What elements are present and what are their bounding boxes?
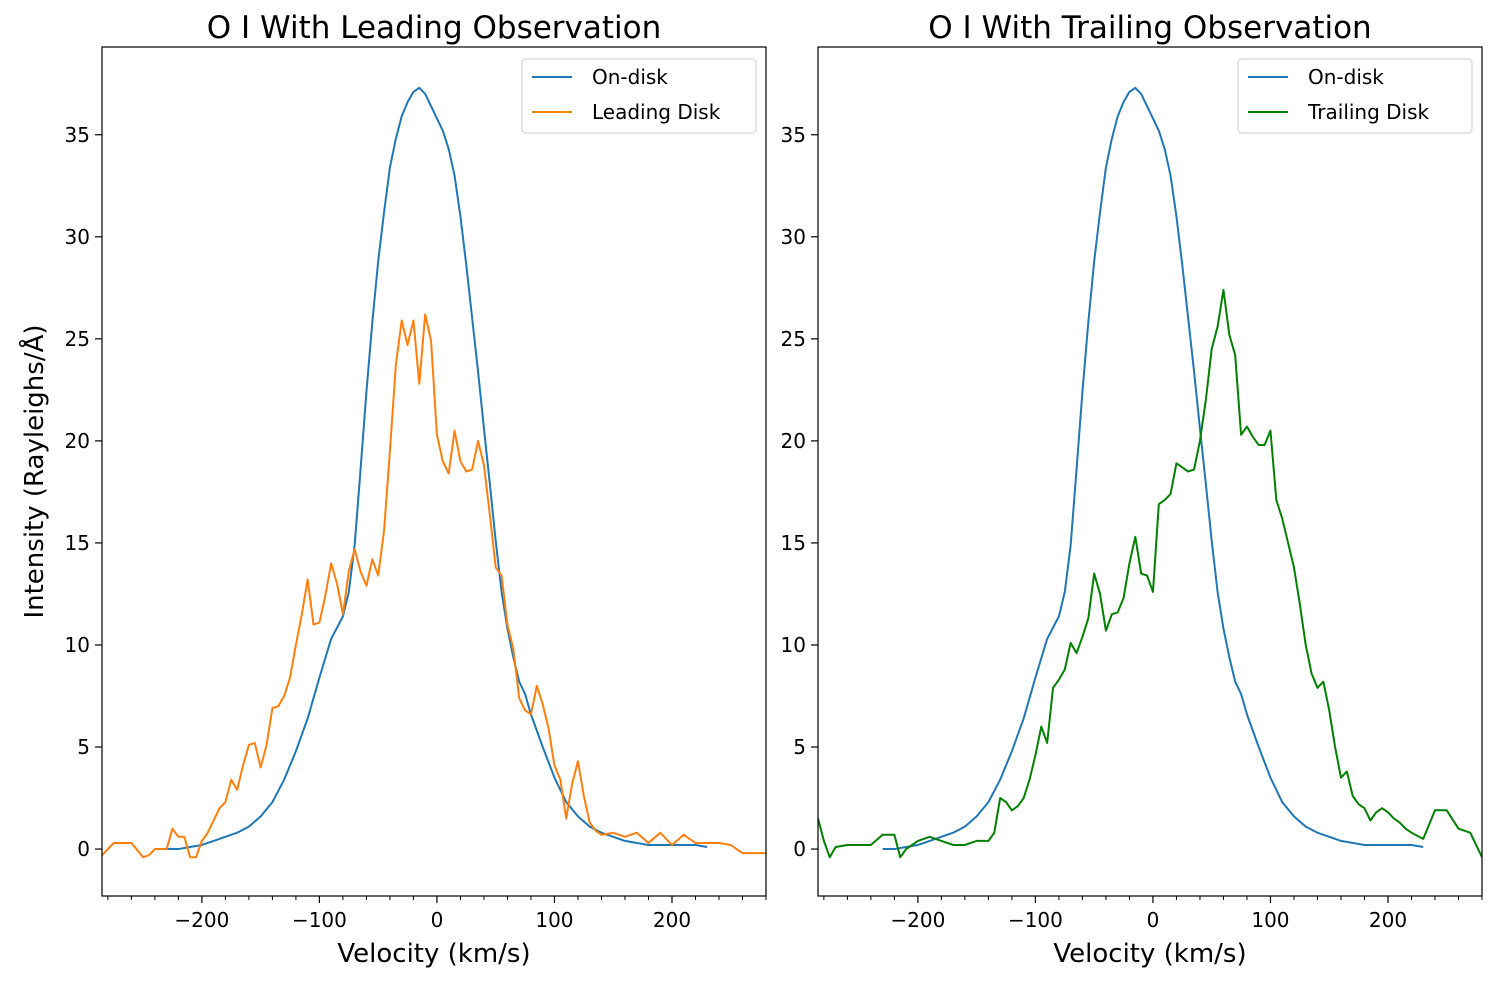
x-tick-label: 0 [431, 908, 444, 932]
x-tick-label: −100 [1008, 908, 1063, 932]
x-axis-label: Velocity (km/s) [1053, 939, 1246, 969]
y-tick-label: 25 [781, 327, 806, 351]
legend: On-disk Trailing Disk [1237, 58, 1473, 134]
series-line-on-disk [882, 86, 1424, 851]
chart-title: O I With Trailing Observation [928, 10, 1371, 46]
x-tick-label: 100 [535, 908, 573, 932]
axes-frame [817, 46, 1483, 897]
legend-label: Leading Disk [592, 100, 721, 124]
y-tick-label: 20 [65, 429, 90, 453]
legend-box [521, 58, 757, 134]
x-tick-label: −200 [174, 908, 229, 932]
y-tick-label: 5 [77, 735, 90, 759]
x-tick-label: 200 [653, 908, 691, 932]
y-tick-label: 15 [781, 531, 806, 555]
x-tick-label: −200 [890, 908, 945, 932]
x-tick-label: −100 [292, 908, 347, 932]
chart-title: O I With Leading Observation [207, 10, 662, 46]
y-tick-label: 0 [793, 837, 806, 861]
axes-frame [101, 46, 767, 897]
legend: On-disk Leading Disk [521, 58, 757, 134]
series-line-trailing-disk [818, 288, 1482, 859]
y-tick-label: 5 [793, 735, 806, 759]
y-tick-label: 15 [65, 531, 90, 555]
chart-leading: −200 −100 0 100 200 0 5 10 15 20 25 30 35 O I With Le… [18, 10, 767, 969]
y-tick-label: 25 [65, 327, 90, 351]
y-tick-label: 35 [781, 123, 806, 147]
legend-label: Trailing Disk [1307, 100, 1430, 124]
y-tick-label: 30 [781, 225, 806, 249]
y-tick-label: 10 [65, 633, 90, 657]
x-axis-label: Velocity (km/s) [337, 939, 530, 969]
y-tick-label: 20 [781, 429, 806, 453]
y-tick-label: 30 [65, 225, 90, 249]
chart-trailing: −200 −100 0 100 200 0 5 10 15 20 25 30 35 O I With Tr… [781, 10, 1483, 969]
y-axis-label: Intensity (Rayleighs/Å) [18, 324, 50, 618]
legend-label: On-disk [1308, 65, 1384, 89]
legend-label: On-disk [592, 65, 668, 89]
y-tick-label: 10 [781, 633, 806, 657]
series-line-leading-disk [102, 313, 766, 859]
y-tick-label: 35 [65, 123, 90, 147]
y-tick-label: 0 [77, 837, 90, 861]
x-tick-label: 0 [1147, 908, 1160, 932]
x-tick-label: 100 [1251, 908, 1289, 932]
series-line-on-disk [166, 86, 708, 851]
legend-box [1237, 58, 1473, 134]
x-tick-label: 200 [1369, 908, 1407, 932]
